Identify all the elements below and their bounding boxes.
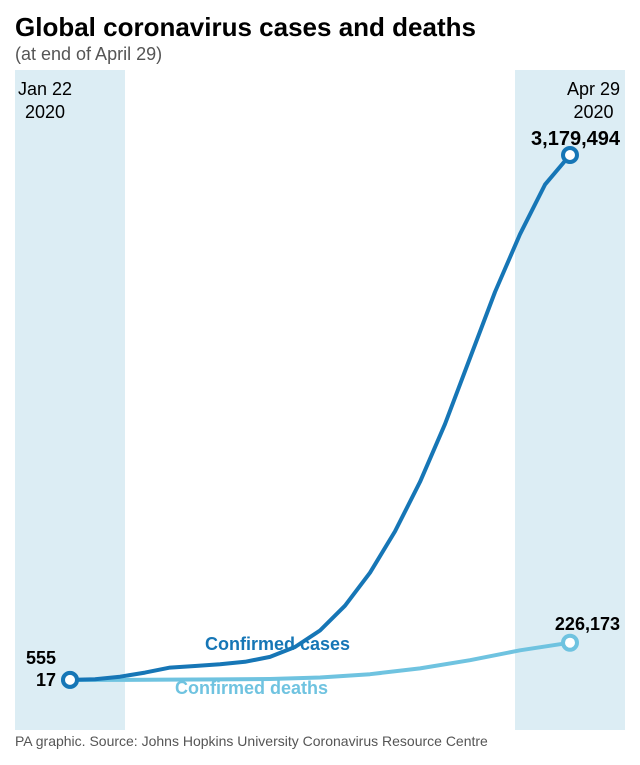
cases-start-value: 555 [26, 648, 56, 669]
chart-container: Global coronavirus cases and deaths (at … [0, 0, 640, 765]
deaths-series-label: Confirmed deaths [175, 678, 328, 699]
deaths-start-value: 17 [36, 670, 56, 691]
chart-svg [15, 70, 625, 730]
x-end-date-line2: 2020 [573, 102, 613, 122]
chart-title: Global coronavirus cases and deaths [15, 12, 476, 43]
x-start-date: Jan 22 2020 [18, 78, 72, 123]
chart-area [15, 70, 625, 730]
cases-end-value: 3,179,494 [531, 128, 620, 151]
x-end-date-line1: Apr 29 [567, 79, 620, 99]
chart-source: PA graphic. Source: Johns Hopkins Univer… [15, 733, 488, 749]
x-end-date: Apr 29 2020 [567, 78, 620, 123]
cases-series-label: Confirmed cases [205, 634, 350, 655]
deaths-end-value: 226,173 [555, 614, 620, 635]
chart-subtitle: (at end of April 29) [15, 44, 162, 65]
x-start-date-line1: Jan 22 [18, 79, 72, 99]
x-start-date-line2: 2020 [25, 102, 65, 122]
